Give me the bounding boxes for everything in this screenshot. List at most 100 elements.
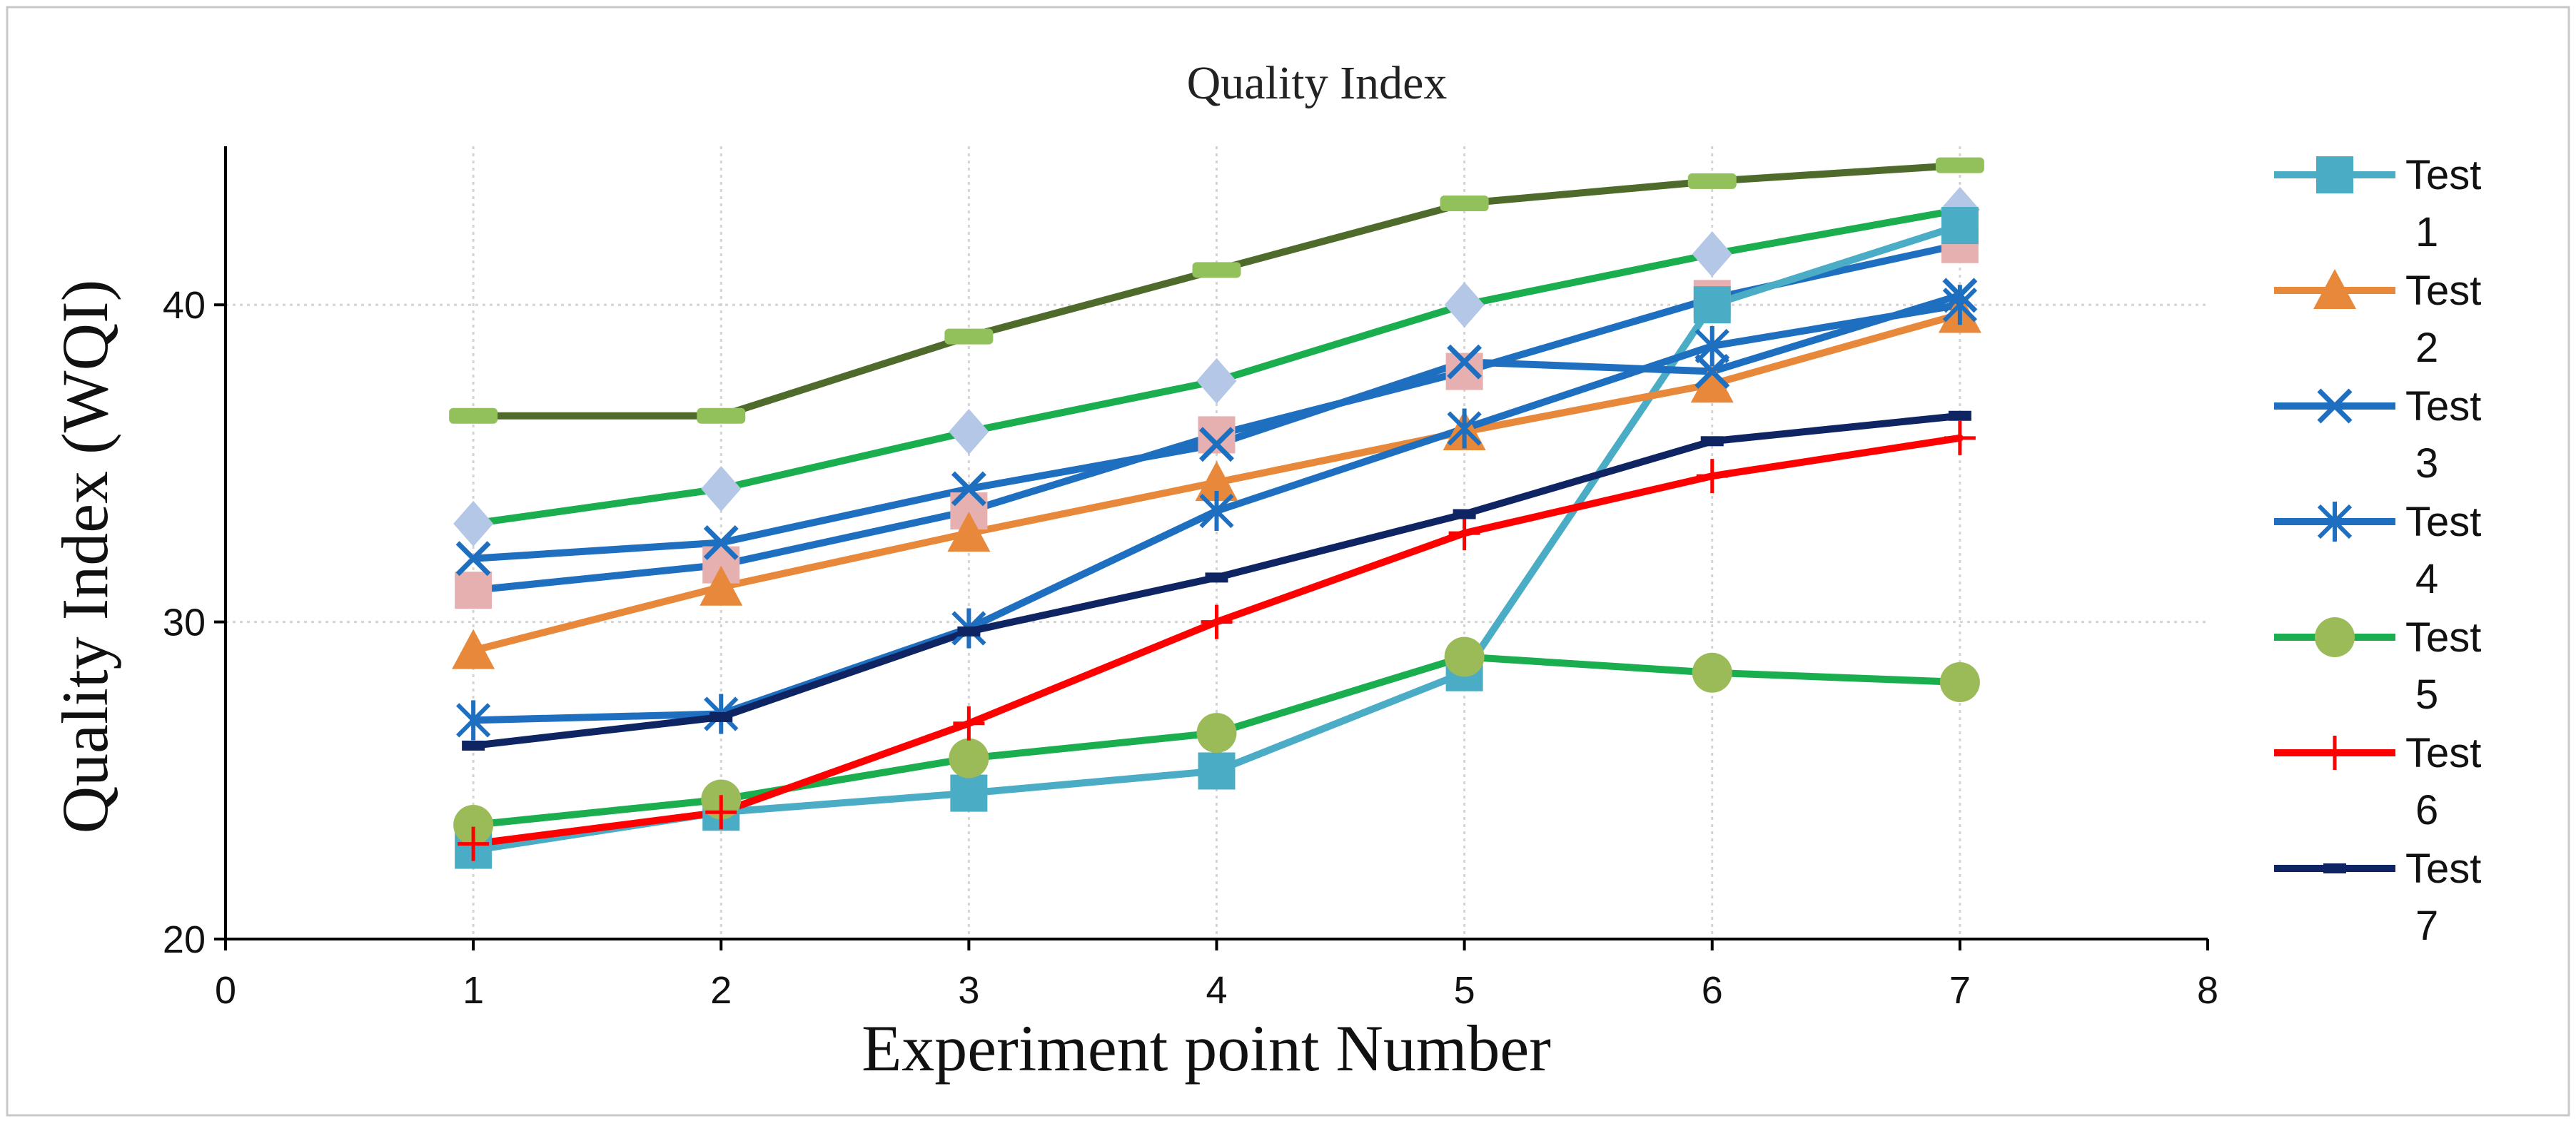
series-3-point [1199, 427, 1234, 462]
y-tick-label: 40 [163, 284, 206, 327]
series-3-point [455, 541, 491, 577]
legend-label: Test [2405, 846, 2481, 892]
series-3-point [951, 471, 986, 507]
axes [214, 146, 2209, 950]
legend-label: Test [2405, 730, 2481, 776]
grid-lines [226, 146, 2208, 939]
tick-labels: 0 1 2 3 4 5 6 7 8 20 30 40 [163, 284, 2218, 1012]
x-tick-label: 7 [1949, 969, 1971, 1012]
legend-label: 2 [2415, 325, 2438, 371]
series-6-point [1201, 604, 1233, 639]
series-4-point [1694, 325, 1729, 366]
legend-swatch-marker [2316, 156, 2353, 193]
legend-label: Test [2405, 614, 2481, 661]
legend-swatch-marker [2317, 388, 2353, 424]
legend-swatch-marker [2313, 269, 2356, 309]
unlabeled-series-1-point [1440, 195, 1489, 211]
series-6-point [1944, 420, 1976, 455]
series-3-point-stroke [1694, 354, 1730, 389]
legend-swatch-marker [2323, 863, 2346, 873]
y-axis-label: Quality Index (WQI) [49, 280, 121, 834]
series-3-point [1694, 354, 1730, 389]
series-7-point [462, 740, 485, 751]
series-markers [449, 157, 1984, 869]
series-4-point [1942, 285, 1977, 325]
unlabeled-series-1-point [1687, 173, 1737, 189]
series-1-point [1198, 752, 1236, 790]
unlabeled-series-1-point [1935, 157, 1984, 173]
x-tick-label: 6 [1702, 969, 1723, 1012]
legend-label: 3 [2415, 440, 2438, 487]
series-2-point [1195, 461, 1238, 502]
series-3-point-stroke [455, 541, 491, 577]
legend-label: 5 [2415, 671, 2438, 718]
chart-title: Quality Index [1187, 57, 1448, 109]
series-5-point [453, 805, 494, 846]
x-axis-label: Experiment point Number [862, 1012, 1551, 1085]
series-3-point-stroke [951, 471, 986, 507]
series-6-point [1448, 516, 1480, 551]
series-5-point [1692, 652, 1732, 693]
legend-label: 4 [2415, 556, 2438, 602]
x-tick-label: 0 [215, 969, 236, 1012]
series-6-point [1696, 459, 1728, 494]
x-tick-label: 5 [1454, 969, 1475, 1012]
series-3-point-stroke [703, 525, 739, 560]
series-7-point [1453, 509, 1476, 519]
series-4-point [1447, 408, 1482, 449]
x-tick-label: 8 [2197, 969, 2218, 1012]
series-4-point [456, 700, 491, 741]
legend-label: Test [2405, 499, 2481, 545]
series-1-point [1941, 207, 1979, 245]
legend: Test 1 Test 2 Test 3 Test 4 Test 5 Test 6 Test 7 [2274, 152, 2481, 949]
legend-label: 6 [2415, 787, 2438, 833]
series-6-point [953, 706, 985, 741]
unlabeled-series-2-point [453, 500, 494, 547]
series-4-point [1199, 491, 1234, 532]
unlabeled-series-1-point [449, 407, 498, 424]
series-3-point [703, 525, 739, 560]
series-6-point [458, 826, 490, 861]
legend-label: 7 [2415, 903, 2438, 949]
series-7-point [957, 626, 981, 636]
series-1-point [1693, 286, 1731, 324]
series-5-point [1444, 636, 1485, 677]
unlabeled-series-2-point [701, 465, 742, 512]
unlabeled-series-1-point [944, 328, 994, 345]
y-tick-label: 30 [163, 602, 206, 644]
series-3-point [1447, 344, 1483, 380]
series-5-point [1196, 713, 1237, 754]
series-7-point [709, 711, 733, 722]
series-7-point [1700, 436, 1724, 447]
unlabeled-series-2-point [1196, 357, 1237, 404]
x-tick-label: 4 [1206, 969, 1227, 1012]
unlabeled-series-1-point [1192, 262, 1241, 278]
series-2-point [699, 565, 743, 606]
legend-label: 1 [2415, 209, 2438, 255]
unlabeled-series-2-point [949, 408, 989, 455]
legend-label: Test [2405, 152, 2481, 198]
x-tick-label: 1 [463, 969, 484, 1012]
unlabeled-series-2-point [1692, 231, 1732, 278]
series-6-point [705, 795, 737, 830]
series-2-point [947, 512, 991, 552]
unlabeled-series-1-point [697, 407, 746, 424]
legend-label: Test [2405, 383, 2481, 430]
legend-swatch-marker [2315, 617, 2355, 657]
legend-label: Test [2405, 268, 2481, 314]
legend-swatch-marker [2317, 502, 2353, 542]
x-tick-label: 3 [958, 969, 979, 1012]
series-5-point [1939, 662, 1980, 703]
series-7-point [1205, 572, 1228, 583]
unlabeled-series-2-point [1444, 282, 1485, 328]
series-5-point [949, 738, 989, 778]
x-tick-label: 2 [710, 969, 732, 1012]
series-3-point-stroke [1447, 344, 1483, 380]
series-3-point-stroke [1199, 427, 1234, 462]
y-tick-label: 20 [163, 918, 206, 961]
legend-swatch-marker [2319, 736, 2350, 770]
series-2-point [452, 629, 495, 669]
unlabeled-series-3-point [455, 572, 493, 609]
